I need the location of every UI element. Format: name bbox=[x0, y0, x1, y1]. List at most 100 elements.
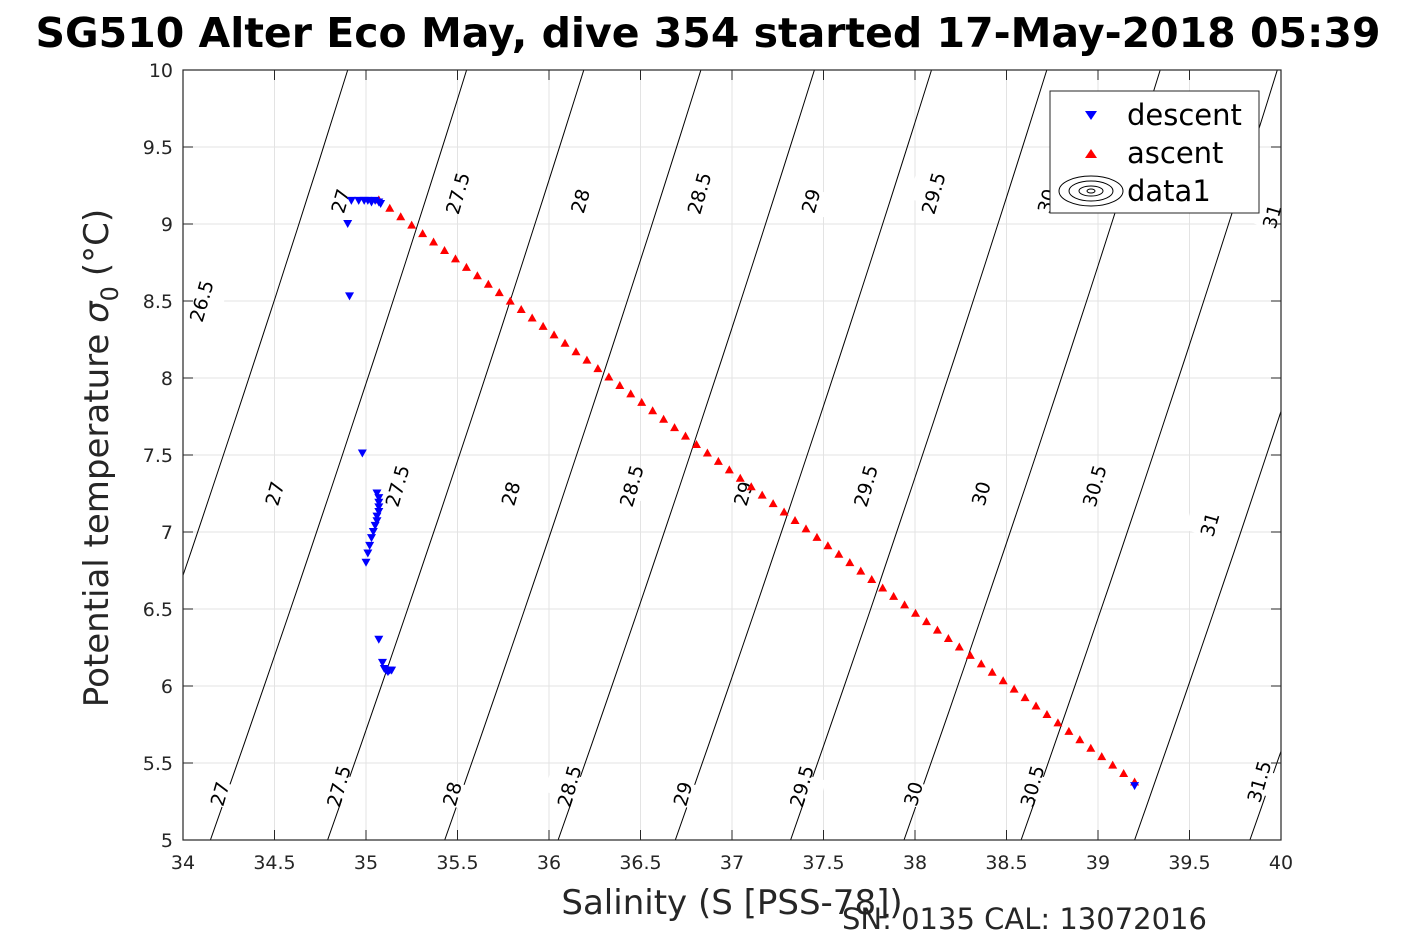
descent-point bbox=[374, 494, 384, 503]
ascent-point bbox=[549, 330, 559, 339]
ascent-point bbox=[1075, 735, 1085, 744]
y-axis-ticks: 5 5.5 6 6.5 7 7.5 8 8.5 9 9.5 10 bbox=[143, 60, 1281, 852]
contour-line-27.5 bbox=[327, 70, 585, 840]
contour-label-gap bbox=[195, 776, 245, 812]
y-tick-label: 10 bbox=[149, 60, 173, 82]
y-tick-label: 8 bbox=[161, 368, 173, 390]
x-tick-label: 38.5 bbox=[985, 852, 1027, 874]
ascent-point bbox=[878, 583, 888, 592]
y-axis-label: Potential temperature σ0 (°C) bbox=[77, 209, 124, 707]
contour-label-gap bbox=[250, 475, 299, 512]
ascent-point bbox=[768, 499, 778, 508]
ascent-point bbox=[867, 575, 877, 584]
descent-series bbox=[343, 196, 1140, 791]
y-tick-label: 7.5 bbox=[143, 445, 173, 467]
contour-line-29 bbox=[674, 70, 932, 840]
ascent-point bbox=[965, 650, 975, 659]
descent-point bbox=[370, 521, 380, 530]
contour-line-28 bbox=[444, 70, 702, 840]
ascent-point bbox=[757, 490, 767, 499]
grid-lines bbox=[183, 70, 1281, 840]
descent-point bbox=[374, 503, 384, 512]
ascent-point bbox=[1064, 726, 1074, 735]
y-axis-label-subscript: 0 bbox=[96, 286, 124, 301]
ascent-point bbox=[823, 541, 833, 550]
y-tick-label: 9 bbox=[161, 214, 173, 236]
ascent-point bbox=[845, 558, 855, 567]
y-tick-label: 5 bbox=[161, 830, 173, 852]
ascent-point bbox=[943, 634, 953, 643]
ascent-point bbox=[1119, 769, 1129, 778]
x-tick-label: 37 bbox=[720, 852, 744, 874]
y-axis-label-symbol: σ bbox=[77, 300, 117, 323]
contour-label-gap bbox=[786, 183, 836, 219]
x-tick-label: 34.5 bbox=[253, 852, 295, 874]
ascent-point bbox=[1031, 701, 1041, 710]
contour-label-gap bbox=[956, 475, 1006, 512]
legend-descent-marker bbox=[1085, 111, 1097, 120]
contour-label-gap bbox=[777, 768, 826, 804]
contour-label-gap bbox=[1069, 468, 1119, 504]
y-tick-label: 6 bbox=[161, 676, 173, 698]
descent-point bbox=[372, 489, 382, 498]
x-tick-label: 36.5 bbox=[619, 852, 661, 874]
x-axis-label: Salinity (S [PSS-78]) bbox=[561, 883, 902, 923]
ascent-point bbox=[779, 507, 789, 516]
contour-label-gap bbox=[1185, 506, 1235, 542]
ascent-point bbox=[472, 271, 482, 280]
legend-data1-label: data1 bbox=[1127, 174, 1211, 208]
contour-line-26.5 bbox=[183, 70, 349, 577]
ascent-point bbox=[396, 212, 406, 221]
descent-point bbox=[345, 292, 355, 301]
x-tick-label: 38 bbox=[903, 852, 927, 874]
x-tick-label: 39.5 bbox=[1168, 852, 1210, 874]
x-tick-label: 36 bbox=[537, 852, 561, 874]
ascent-point bbox=[691, 440, 701, 449]
ascent-point bbox=[483, 279, 493, 288]
contour-label-gap bbox=[718, 475, 768, 512]
ascent-point bbox=[998, 676, 1008, 685]
ascent-point bbox=[494, 288, 504, 297]
ascent-point bbox=[911, 608, 921, 617]
ascent-point bbox=[889, 591, 899, 600]
ascent-point bbox=[987, 667, 997, 676]
legend: descent ascent data1 bbox=[1049, 90, 1260, 214]
ascent-point bbox=[932, 625, 942, 634]
ascent-point bbox=[1042, 709, 1052, 718]
legend-ascent-label: ascent bbox=[1127, 136, 1223, 170]
ascent-point bbox=[790, 515, 800, 524]
ascent-point bbox=[702, 448, 712, 457]
x-tick-label: 37.5 bbox=[802, 852, 844, 874]
ascent-point bbox=[1020, 693, 1030, 702]
ascent-point bbox=[659, 414, 669, 423]
contour-label-gap bbox=[658, 776, 708, 812]
ascent-point bbox=[560, 338, 570, 347]
footer-serial-cal: SN: 0135 CAL: 13072016 bbox=[842, 902, 1207, 936]
ascent-point bbox=[626, 389, 636, 398]
y-axis-label-main: Potential temperature bbox=[77, 334, 117, 707]
legend-descent-label: descent bbox=[1127, 98, 1242, 132]
contour-label-gap bbox=[486, 475, 536, 512]
ascent-point bbox=[976, 659, 986, 668]
ascent-point bbox=[1097, 752, 1107, 761]
legend-box bbox=[1049, 90, 1260, 214]
ascent-point bbox=[582, 355, 592, 364]
x-tick-label: 34 bbox=[171, 852, 195, 874]
ascent-point bbox=[812, 532, 822, 541]
descent-point bbox=[374, 507, 384, 516]
descent-point bbox=[361, 558, 371, 567]
ascent-point bbox=[648, 406, 658, 415]
descent-point bbox=[372, 512, 382, 521]
legend-contour-icon bbox=[1058, 175, 1124, 207]
ascent-point bbox=[735, 473, 745, 482]
ascent-point bbox=[670, 423, 680, 432]
ascent-point bbox=[604, 372, 614, 381]
x-tick-label: 35 bbox=[354, 852, 378, 874]
ascent-point bbox=[900, 600, 910, 609]
ascent-point bbox=[571, 347, 581, 356]
descent-point bbox=[1130, 782, 1140, 791]
x-tick-label: 40 bbox=[1269, 852, 1293, 874]
ascent-point bbox=[429, 237, 439, 246]
ascent-point bbox=[724, 465, 734, 474]
contour-label-gap bbox=[841, 468, 891, 504]
